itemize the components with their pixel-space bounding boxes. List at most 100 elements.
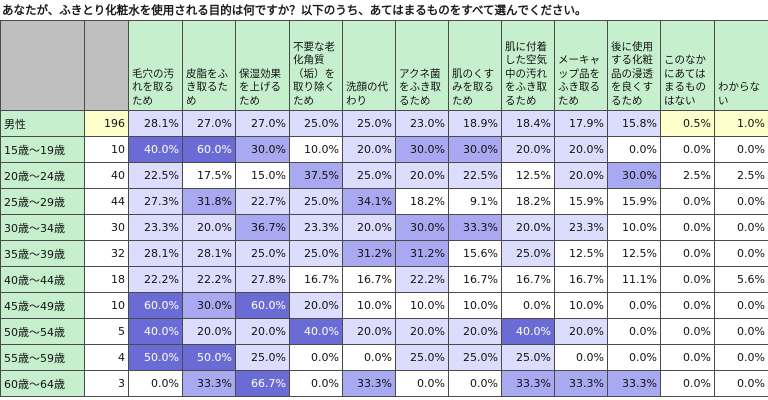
table-row: 30歳～34歳 30 23.3% 20.0% 36.7% 23.3% 20.0% 30.0% 3… bbox=[0, 214, 768, 241]
sample-count: 4 bbox=[84, 344, 129, 371]
column-header: アクネ菌をふき取るため bbox=[395, 20, 449, 111]
question-title: あなたが、ふきとり化粧水を使用される目的は何ですか？以下のうち、あてはまるものを… bbox=[2, 3, 587, 17]
value-cell: 31.2% bbox=[342, 240, 396, 267]
value-cell: 10.0% bbox=[342, 292, 396, 319]
value-cell: 0.0% bbox=[714, 344, 768, 371]
value-cell: 28.1% bbox=[128, 240, 183, 267]
value-cell: 2.5% bbox=[660, 162, 715, 189]
value-cell: 18.4% bbox=[501, 110, 555, 137]
value-cell: 20.0% bbox=[501, 136, 555, 163]
row-label: 45歳～49歳 bbox=[0, 292, 85, 319]
value-cell: 18.2% bbox=[501, 188, 555, 215]
value-cell: 16.7% bbox=[342, 266, 396, 293]
value-cell: 0.0% bbox=[660, 292, 715, 319]
value-cell: 22.2% bbox=[128, 266, 183, 293]
row-label: 40歳～44歳 bbox=[0, 266, 85, 293]
value-cell: 25.0% bbox=[501, 344, 555, 371]
value-cell: 25.0% bbox=[289, 240, 343, 267]
value-cell: 60.0% bbox=[235, 292, 290, 319]
value-cell: 22.7% bbox=[235, 188, 290, 215]
table-row: 55歳～59歳 4 50.0% 50.0% 25.0% 0.0% 0.0% 25.0% 25.0… bbox=[0, 344, 768, 371]
value-cell: 0.0% bbox=[660, 370, 715, 397]
value-cell: 30.0% bbox=[182, 292, 236, 319]
value-cell: 15.9% bbox=[607, 188, 661, 215]
value-cell: 15.6% bbox=[448, 240, 502, 267]
column-header: 毛穴の汚れを取るため bbox=[128, 20, 183, 111]
value-cell: 40.0% bbox=[128, 318, 183, 345]
value-cell: 0.0% bbox=[607, 292, 661, 319]
value-cell: 10.0% bbox=[607, 214, 661, 241]
row-label: 60歳～64歳 bbox=[0, 370, 85, 397]
value-cell: 60.0% bbox=[182, 136, 236, 163]
sample-count: 32 bbox=[84, 240, 129, 267]
row-label: 20歳～24歳 bbox=[0, 162, 85, 189]
value-cell: 40.0% bbox=[289, 318, 343, 345]
value-cell: 25.0% bbox=[342, 162, 396, 189]
value-cell: 22.5% bbox=[448, 162, 502, 189]
value-cell: 34.1% bbox=[342, 188, 396, 215]
value-cell: 15.9% bbox=[554, 188, 608, 215]
value-cell: 20.0% bbox=[554, 136, 608, 163]
value-cell: 20.0% bbox=[235, 318, 290, 345]
value-cell: 0.0% bbox=[501, 292, 555, 319]
column-header: 洗顔の代わり bbox=[342, 20, 396, 111]
value-cell: 0.0% bbox=[714, 370, 768, 397]
value-cell: 33.3% bbox=[554, 370, 608, 397]
table-row: 60歳～64歳 3 0.0% 33.3% 66.7% 0.0% 33.3% 0.0% 0.0% 3… bbox=[0, 370, 768, 397]
value-cell: 23.3% bbox=[554, 214, 608, 241]
value-cell: 10.0% bbox=[395, 292, 449, 319]
value-cell: 20.0% bbox=[342, 318, 396, 345]
value-cell: 10.0% bbox=[289, 136, 343, 163]
value-cell: 20.0% bbox=[554, 162, 608, 189]
column-header: 肌に付着した空気中の汚れをふき取るため bbox=[501, 20, 555, 111]
value-cell: 5.6% bbox=[714, 266, 768, 293]
value-cell: 25.0% bbox=[235, 240, 290, 267]
value-cell: 60.0% bbox=[128, 292, 183, 319]
value-cell: 20.0% bbox=[501, 214, 555, 241]
value-cell: 37.5% bbox=[289, 162, 343, 189]
value-cell: 36.7% bbox=[235, 214, 290, 241]
value-cell: 22.5% bbox=[128, 162, 183, 189]
table-row: 20歳～24歳 40 22.5% 17.5% 15.0% 37.5% 25.0% 20.0% 2… bbox=[0, 162, 768, 189]
value-cell: 20.0% bbox=[554, 318, 608, 345]
value-cell: 23.0% bbox=[395, 110, 449, 137]
value-cell: 0.0% bbox=[714, 292, 768, 319]
table-row: 25歳～29歳 44 27.3% 31.8% 22.7% 25.0% 34.1% 18.2% 9… bbox=[0, 188, 768, 215]
sample-count: 30 bbox=[84, 214, 129, 241]
value-cell: 20.0% bbox=[289, 292, 343, 319]
table-row: 45歳～49歳 10 60.0% 30.0% 60.0% 20.0% 10.0% 10.0% 1… bbox=[0, 292, 768, 319]
sample-count: 5 bbox=[84, 318, 129, 345]
value-cell: 31.2% bbox=[395, 240, 449, 267]
value-cell: 33.3% bbox=[342, 370, 396, 397]
value-cell: 16.7% bbox=[501, 266, 555, 293]
value-cell: 0.0% bbox=[289, 344, 343, 371]
value-cell: 17.5% bbox=[182, 162, 236, 189]
table-row: 40歳～44歳 18 22.2% 22.2% 27.8% 16.7% 16.7% 22.2% 1… bbox=[0, 266, 768, 293]
value-cell: 40.0% bbox=[501, 318, 555, 345]
value-cell: 27.8% bbox=[235, 266, 290, 293]
value-cell: 16.7% bbox=[448, 266, 502, 293]
value-cell: 20.0% bbox=[182, 318, 236, 345]
value-cell: 18.9% bbox=[448, 110, 502, 137]
value-cell: 22.2% bbox=[182, 266, 236, 293]
value-cell: 0.0% bbox=[554, 344, 608, 371]
value-cell: 27.3% bbox=[128, 188, 183, 215]
value-cell: 33.3% bbox=[182, 370, 236, 397]
value-cell: 25.0% bbox=[501, 240, 555, 267]
corner-cell bbox=[0, 20, 85, 111]
column-header: 保湿効果を上げるため bbox=[235, 20, 290, 111]
value-cell: 25.0% bbox=[342, 110, 396, 137]
sample-count: 3 bbox=[84, 370, 129, 397]
value-cell: 0.0% bbox=[128, 370, 183, 397]
value-cell: 0.0% bbox=[448, 370, 502, 397]
value-cell: 0.0% bbox=[660, 266, 715, 293]
column-header: 後に使用する化粧品の浸透を良くするため bbox=[607, 20, 661, 111]
value-cell: 33.3% bbox=[607, 370, 661, 397]
value-cell: 20.0% bbox=[342, 214, 396, 241]
value-cell: 20.0% bbox=[395, 318, 449, 345]
value-cell: 0.0% bbox=[607, 344, 661, 371]
header-row: 毛穴の汚れを取るため 皮脂をふき取るため 保湿効果を上げるため 不要な老化角質（… bbox=[0, 20, 768, 111]
column-header: わからない bbox=[714, 20, 768, 111]
value-cell: 15.8% bbox=[607, 110, 661, 137]
sample-count: 10 bbox=[84, 136, 129, 163]
